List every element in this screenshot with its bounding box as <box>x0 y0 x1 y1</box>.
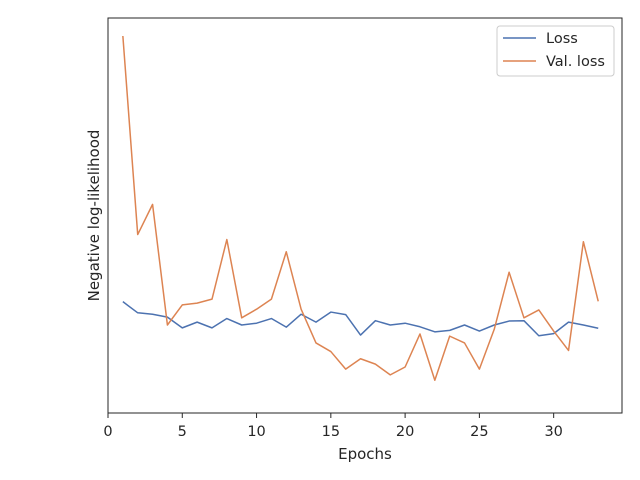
legend-label-val-loss: Val. loss <box>546 54 605 70</box>
series-layer <box>122 35 599 382</box>
series-line-loss <box>122 301 599 337</box>
x-tick-label: 15 <box>322 424 340 440</box>
x-tick-label: 10 <box>247 424 265 440</box>
series-line-val-loss <box>122 35 599 382</box>
x-axis-label: Epochs <box>338 445 392 463</box>
x-axis-ticks: 0 5 10 15 20 25 30 <box>103 413 563 440</box>
legend: Loss Val. loss <box>496 25 615 77</box>
y-axis-label: Negative log-likelihood <box>85 130 103 302</box>
x-tick-label: 30 <box>544 424 562 440</box>
x-tick-label: 20 <box>396 424 414 440</box>
legend-label-loss: Loss <box>546 31 578 47</box>
x-tick-label: 25 <box>470 424 488 440</box>
x-tick-label: 0 <box>103 424 112 440</box>
x-tick-label: 5 <box>178 424 187 440</box>
plot-frame <box>107 17 623 414</box>
